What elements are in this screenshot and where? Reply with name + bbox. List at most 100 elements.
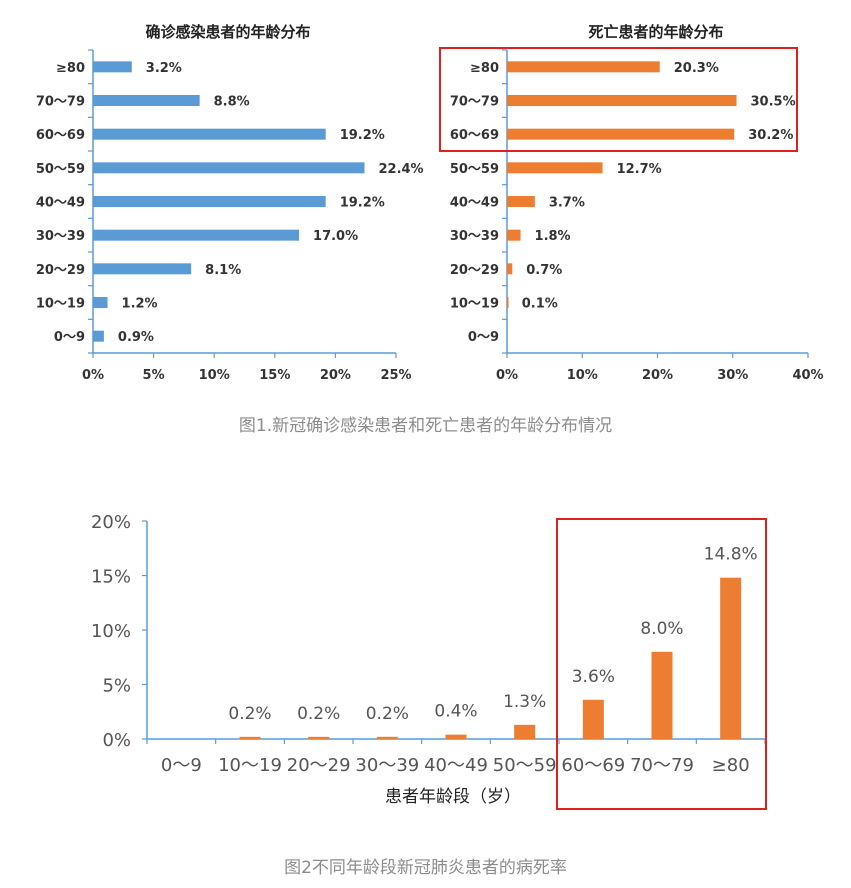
data-label: 1.2%: [122, 297, 158, 312]
x-tick-label: 40%: [792, 368, 823, 383]
data-label: 1.8%: [535, 229, 571, 244]
data-label: 19.2%: [340, 196, 385, 211]
data-label: 0.2%: [297, 704, 340, 724]
data-label: 3.6%: [572, 667, 615, 687]
chart-case-fatality-rate: 患者年龄段（岁） 0% 5% 10% 15% 20% 0～9 10～19 0.2% 20～29 0…: [91, 512, 767, 810]
y-tick-label: 0～9: [468, 330, 499, 345]
data-label: 12.7%: [617, 162, 662, 177]
bar: [93, 61, 132, 73]
data-label: 8.8%: [214, 95, 250, 110]
x-tick-label: 30～39: [355, 755, 419, 776]
y-tick-label: 10～19: [450, 297, 499, 312]
y-tick-label: 0～9: [54, 330, 85, 345]
data-label: 14.8%: [704, 545, 758, 565]
data-label: 19.2%: [340, 128, 385, 143]
data-label: 8.1%: [205, 263, 241, 278]
x-tick-label: 10～19: [218, 755, 282, 776]
y-tick-label: 10%: [91, 621, 131, 642]
x-tick-label: 20%: [642, 368, 673, 383]
bar: [93, 95, 200, 106]
bar: [93, 196, 326, 207]
bar: [308, 736, 330, 739]
y-tick-label: 20～29: [36, 263, 85, 278]
bar: [720, 577, 742, 739]
highlight-box: [439, 47, 798, 152]
x-tick-label: 70～79: [630, 755, 694, 776]
y-tick-label: 50～59: [450, 162, 499, 177]
x-tick-label: 0～9: [161, 755, 202, 776]
bar: [582, 699, 604, 739]
data-label: 8.0%: [640, 619, 683, 639]
bar: [507, 297, 509, 308]
y-tick-label: ≥80: [470, 61, 499, 76]
data-label: 30.5%: [751, 95, 796, 110]
y-tick-label: 30～39: [450, 229, 499, 244]
y-tick-label: 60～69: [450, 128, 499, 143]
bar: [507, 162, 603, 174]
figure1-caption: 图1.新冠确诊感染患者和死亡患者的年龄分布情况: [238, 416, 613, 436]
x-tick-label: ≥80: [712, 755, 750, 776]
bar: [514, 724, 536, 739]
y-tick-label: 70～79: [36, 95, 85, 110]
data-label: 22.4%: [378, 162, 423, 177]
data-label: 17.0%: [313, 229, 358, 244]
y-tick-label: 15%: [91, 567, 131, 588]
x-tick-label: 0%: [496, 368, 518, 383]
bar: [507, 61, 660, 73]
y-tick-label: 5%: [102, 676, 131, 697]
bar: [93, 297, 108, 308]
chart-title: 确诊感染患者的年龄分布: [145, 23, 310, 41]
y-tick-label: 40～49: [450, 196, 499, 211]
data-label: 0.2%: [366, 704, 409, 724]
data-label: 0.7%: [526, 263, 562, 278]
y-tick-label: 60～69: [36, 128, 85, 143]
bar: [507, 196, 535, 207]
data-label: 1.3%: [503, 692, 546, 712]
bar: [507, 128, 735, 140]
bar: [651, 651, 673, 739]
chart-confirmed-age-distribution: 确诊感染患者的年龄分布 0% 5% 10% 15% 20% 25% ≥80 3.2% 70～79…: [36, 23, 424, 383]
x-tick-label: 60～69: [561, 755, 625, 776]
bar: [445, 734, 467, 739]
x-tick-label: 0%: [82, 368, 104, 383]
x-tick-label: 40～49: [424, 755, 488, 776]
data-label: 30.2%: [748, 128, 793, 143]
x-tick-label: 10%: [567, 368, 598, 383]
y-tick-label: ≥80: [56, 61, 85, 76]
x-tick-label: 10%: [199, 368, 230, 383]
y-tick-label: 10～19: [36, 297, 85, 312]
x-tick-label: 50～59: [493, 755, 557, 776]
data-label: 3.2%: [146, 61, 182, 76]
bar: [93, 263, 192, 275]
data-label: 20.3%: [674, 61, 719, 76]
y-tick-label: 40～49: [36, 196, 85, 211]
y-tick-label: 20～29: [450, 263, 499, 278]
data-label: 0.4%: [434, 702, 477, 722]
chart-title: 死亡患者的年龄分布: [588, 23, 723, 41]
x-tick-label: 20%: [320, 368, 351, 383]
x-tick-label: 15%: [259, 368, 290, 383]
y-tick-label: 30～39: [36, 229, 85, 244]
bar: [93, 128, 326, 140]
x-tick-label: 20～29: [287, 755, 351, 776]
x-tick-label: 5%: [143, 368, 165, 383]
chart-death-age-distribution: 死亡患者的年龄分布 0% 10% 20% 30% 40% ≥80 20.3% 70～79 30.…: [439, 23, 824, 383]
bar: [507, 95, 737, 106]
y-tick-label: 70～79: [450, 95, 499, 110]
bar: [376, 736, 398, 739]
bar: [507, 229, 521, 241]
x-tick-label: 30%: [717, 368, 748, 383]
bar: [507, 263, 513, 275]
bar: [93, 162, 365, 174]
x-axis-label: 患者年龄段（岁）: [385, 787, 521, 807]
bar: [93, 330, 104, 342]
data-label: 3.7%: [549, 196, 585, 211]
y-tick-label: 20%: [91, 512, 131, 533]
bar: [239, 736, 261, 739]
bar: [93, 229, 300, 241]
x-tick-label: 25%: [380, 368, 411, 383]
data-label: 0.1%: [522, 297, 558, 312]
figure2-caption: 图2不同年龄段新冠肺炎患者的病死率: [284, 858, 567, 878]
y-tick-label: 50～59: [36, 162, 85, 177]
